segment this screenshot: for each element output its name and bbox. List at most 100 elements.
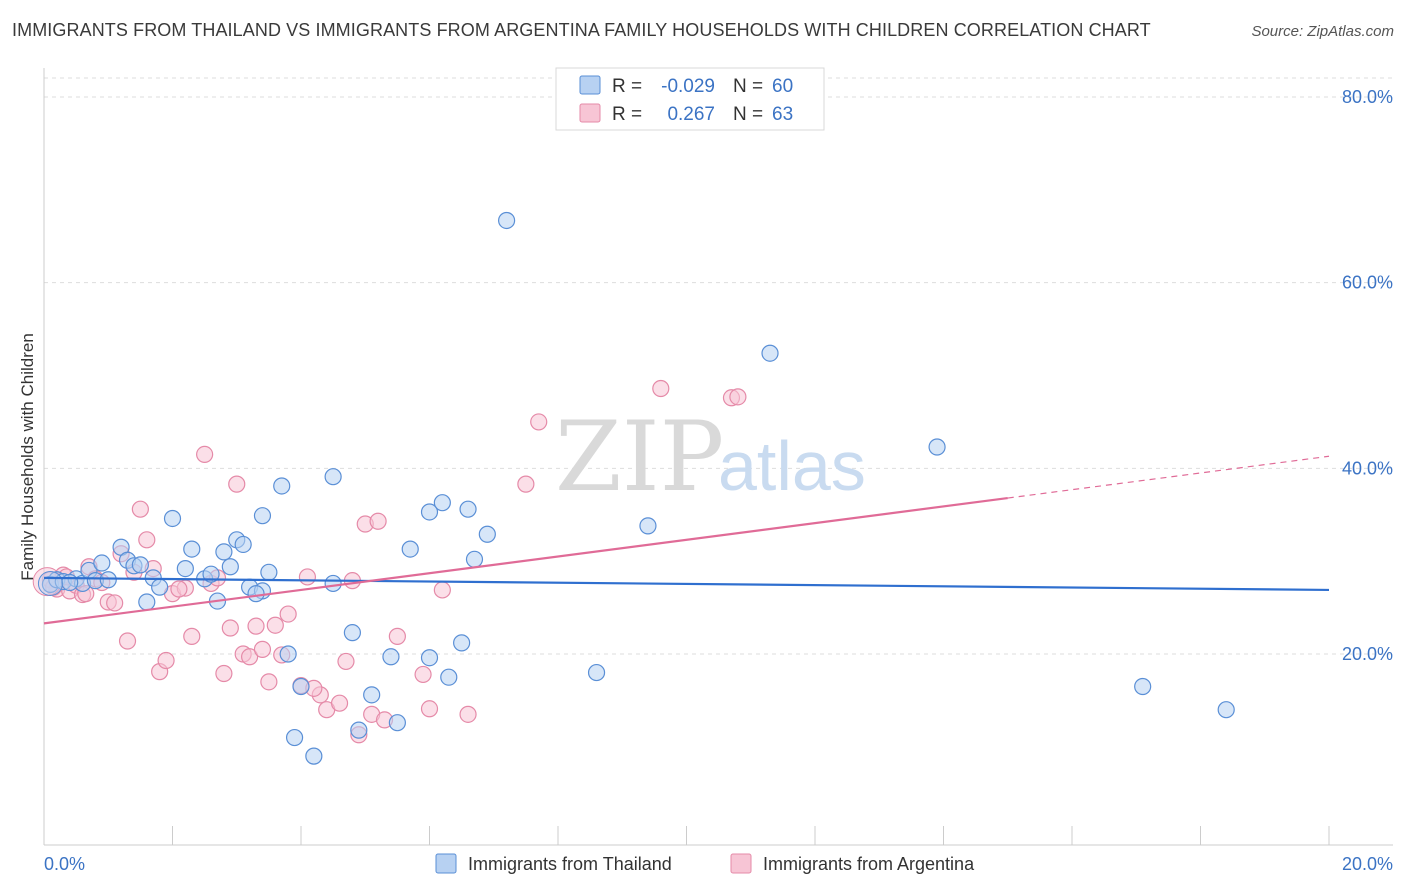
argentina-point: [253, 640, 272, 658]
argentina-point: [459, 705, 477, 723]
thailand-point: [478, 525, 496, 543]
chart-source: Source: ZipAtlas.com: [1251, 23, 1394, 40]
argentina-point: [241, 648, 259, 666]
legend-thailand-n-label: N =: [733, 76, 763, 97]
thailand-point: [343, 624, 361, 642]
axes: [43, 68, 1393, 846]
thailand-point: [453, 634, 471, 652]
thailand-point: [138, 593, 156, 611]
argentina-point: [369, 512, 387, 530]
bottom-legend-thailand: Immigrants from Thailand: [468, 854, 672, 874]
thailand-point: [253, 507, 272, 525]
legend-argentina-n-value: 63: [772, 104, 793, 125]
thailand-point: [639, 517, 657, 535]
argentina-point: [228, 475, 246, 493]
argentina-point: [298, 568, 317, 586]
bottom-legend-swatch-thailand: [435, 853, 457, 874]
thailand-point: [587, 663, 606, 682]
thailand-point: [928, 438, 946, 456]
thailand-point: [273, 477, 291, 495]
thailand-point: [151, 578, 169, 596]
argentina-point: [247, 617, 265, 635]
thailand-point: [305, 747, 323, 765]
legend-swatch-argentina: [579, 103, 601, 123]
bottom-legend-swatch-argentina: [730, 853, 752, 874]
argentina-point: [420, 700, 439, 718]
y-tick-labels: 80.0% 60.0% 40.0% 20.0%: [1342, 87, 1393, 664]
thailand-point: [401, 540, 419, 558]
argentina-trend-line: [43, 496, 1008, 625]
thailand-point: [260, 563, 278, 581]
argentina-point: [729, 388, 747, 406]
thailand-trend-line: [43, 576, 1330, 592]
argentina-point: [652, 379, 670, 398]
y-tick-label: 20.0%: [1342, 644, 1393, 664]
thailand-point: [279, 645, 297, 663]
argentina-point: [266, 616, 284, 634]
thailand-point: [498, 211, 516, 230]
thailand-point: [420, 503, 439, 521]
legend: R = -0.029 N = 60 R = 0.267 N = 63: [555, 67, 825, 131]
thailand-point: [465, 550, 484, 568]
argentina-point: [138, 531, 156, 549]
thailand-point-cluster: [37, 570, 63, 596]
y-tick-label: 40.0%: [1342, 458, 1393, 478]
argentina-point: [131, 500, 149, 518]
thailand-point: [350, 721, 368, 739]
thailand-point: [99, 571, 117, 589]
chart-title: IMMIGRANTS FROM THAILAND VS IMMIGRANTS F…: [12, 20, 1151, 40]
thailand-point: [215, 543, 233, 561]
thailand-point: [247, 585, 265, 603]
argentina-point: [157, 651, 175, 670]
thailand-point: [163, 509, 182, 528]
argentina-point: [118, 632, 137, 650]
argentina-point: [530, 413, 548, 431]
argentina-point: [215, 664, 233, 683]
bottom-legend-argentina: Immigrants from Argentina: [763, 854, 975, 874]
watermark-zip: ZIP: [555, 401, 724, 513]
argentina-point: [106, 594, 124, 612]
argentina-point: [337, 652, 355, 671]
thailand-point: [1217, 701, 1235, 719]
grid-lines: [44, 77, 1393, 655]
argentina-point: [279, 605, 297, 623]
thailand-point: [433, 494, 451, 512]
thailand-point: [131, 556, 149, 574]
thailand-point: [761, 344, 779, 362]
thailand-point: [183, 540, 201, 558]
legend-box: [555, 67, 825, 131]
thailand-point: [285, 728, 304, 747]
y-tick-label: 80.0%: [1342, 87, 1393, 107]
thailand-point: [292, 677, 310, 696]
legend-argentina-r-label: R =: [612, 104, 642, 125]
legend-thailand-n-value: 60: [772, 76, 793, 97]
thailand-point: [324, 468, 342, 486]
argentina-point: [183, 627, 201, 645]
legend-swatch-thailand: [579, 75, 601, 95]
y-tick-label: 60.0%: [1342, 273, 1393, 293]
argentina-point: [414, 665, 432, 684]
thailand-point: [1134, 677, 1152, 696]
thailand-point: [388, 714, 406, 732]
thailand-point: [61, 573, 79, 592]
thailand-point: [382, 648, 400, 666]
argentina-point: [433, 581, 451, 599]
bottom-legend: Immigrants from Thailand Immigrants from…: [435, 853, 975, 874]
thailand-point: [363, 686, 381, 704]
watermark-atlas: atlas: [718, 427, 866, 505]
argentina-point: [260, 673, 278, 691]
thailand-point: [459, 500, 477, 518]
thailand-point: [324, 574, 342, 593]
argentina-point: [196, 445, 214, 464]
thailand-point: [202, 565, 220, 583]
legend-argentina-n-label: N =: [733, 104, 763, 125]
y-axis-label: Family Households with Children: [18, 333, 37, 581]
thailand-point: [93, 554, 111, 572]
x-tick-label-right: 20.0%: [1342, 854, 1393, 874]
thailand-point: [420, 649, 439, 667]
legend-argentina-r-value: 0.267: [667, 104, 715, 125]
thailand-point: [440, 668, 458, 686]
argentina-point: [517, 475, 535, 493]
thailand-point: [234, 535, 252, 554]
argentina-point: [221, 619, 239, 637]
